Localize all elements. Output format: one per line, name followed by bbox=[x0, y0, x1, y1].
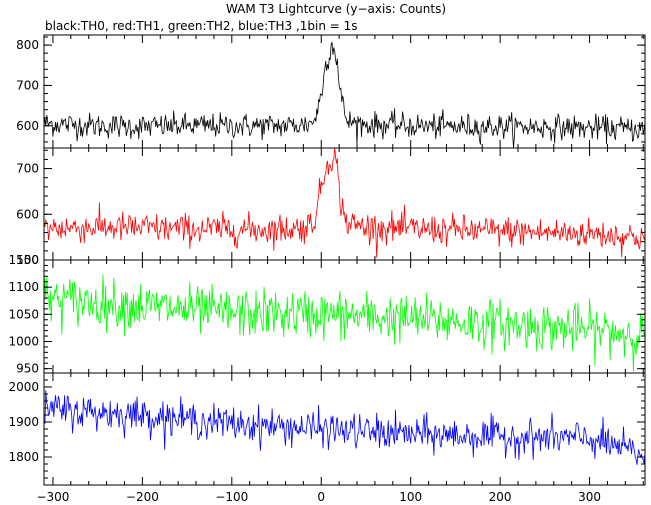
x-tick-label: −200 bbox=[126, 490, 159, 504]
x-tick-label: 300 bbox=[578, 490, 601, 504]
x-axis-tick-labels: −300 −200 −100 0 100 200 300 bbox=[36, 490, 601, 504]
chart-title: WAM T3 Lightcurve (y−axis: Counts) bbox=[226, 2, 446, 16]
y-tick-label: 800 bbox=[16, 38, 39, 52]
x-tick-label: −100 bbox=[215, 490, 248, 504]
y-tick-label: 700 bbox=[16, 162, 39, 176]
y-tick-label: 700 bbox=[16, 78, 39, 92]
y-tick-label: 1900 bbox=[8, 415, 39, 429]
series-line-th0 bbox=[44, 41, 645, 148]
x-tick-label: 0 bbox=[317, 490, 325, 504]
x-tick-label: 200 bbox=[489, 490, 512, 504]
y-tick-label: 1800 bbox=[8, 450, 39, 464]
panel-th3: 1800 1900 2000 bbox=[8, 372, 646, 486]
y-tick-label: 1050 bbox=[8, 307, 39, 321]
y-tick-label: 1100 bbox=[8, 280, 39, 294]
y-tick-label: 950 bbox=[16, 362, 39, 376]
x-tick-label: −300 bbox=[36, 490, 69, 504]
series-line-th3 bbox=[44, 390, 645, 465]
series-line-th1 bbox=[44, 148, 645, 258]
y-tick-label: 600 bbox=[16, 207, 39, 221]
panel-th2: 950 1000 1050 1100 1150 bbox=[8, 253, 646, 376]
panel-frame bbox=[43, 147, 646, 261]
panel-th0: 600 700 800 bbox=[16, 34, 646, 149]
panel-th1: 500 600 700 bbox=[16, 147, 646, 267]
chart-subtitle: black:TH0, red:TH1, green:TH2, blue:TH3 … bbox=[45, 19, 358, 33]
y-tick-label: 1150 bbox=[8, 253, 39, 267]
y-tick-label: 600 bbox=[16, 119, 39, 133]
panel-frame bbox=[43, 372, 646, 486]
y-tick-label: 1000 bbox=[8, 334, 39, 348]
panels-group: 600 700 800 500 600 700 950 1000 1050 1100 1150 180… bbox=[8, 34, 646, 486]
y-tick-label: 2000 bbox=[8, 380, 39, 394]
x-tick-label: 100 bbox=[399, 490, 422, 504]
y-tick-label: 500 bbox=[16, 253, 39, 267]
series-line-th2 bbox=[44, 274, 645, 372]
